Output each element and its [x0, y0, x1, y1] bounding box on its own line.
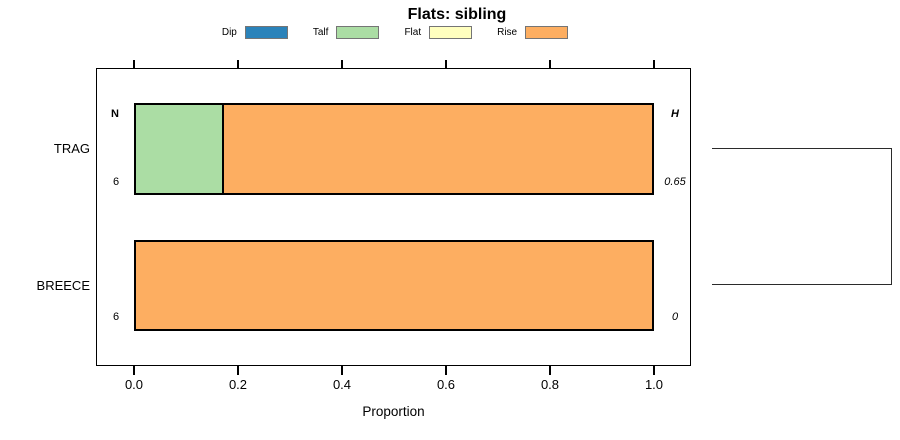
x-tick-label: 0.6	[436, 377, 456, 392]
legend-label-rise: Rise	[497, 27, 518, 38]
breece-h-value: 0	[671, 311, 679, 323]
bar-breece	[134, 240, 654, 331]
legend-swatch-flat	[429, 26, 473, 39]
x-tick-label: 0.2	[228, 377, 248, 392]
legend-label-flat: Flat	[404, 27, 422, 38]
dendrogram-joint	[891, 148, 893, 285]
chart-title: Flats: sibling	[407, 6, 507, 23]
x-tick-top	[653, 60, 655, 68]
dendrogram-branch-trag	[712, 148, 892, 150]
x-tick-bottom	[549, 366, 551, 375]
x-tick-top	[133, 60, 135, 68]
x-tick-label: 0.4	[332, 377, 352, 392]
legend-item-flat: Flat	[404, 26, 473, 39]
bar-segment-talf	[136, 105, 223, 193]
legend-item-talf: Talf	[313, 26, 380, 39]
trag-n-value: 6	[112, 176, 120, 188]
legend-swatch-dip	[244, 26, 288, 39]
breece-n-value: 6	[112, 311, 120, 323]
x-tick-top	[237, 60, 239, 68]
bar-trag	[134, 103, 654, 195]
x-tick-label: 0.8	[540, 377, 560, 392]
legend-label-talf: Talf	[312, 27, 329, 38]
x-tick-bottom	[445, 366, 447, 375]
n-column-header: N	[111, 108, 119, 120]
x-tick-label: 1.0	[644, 377, 664, 392]
x-tick-label: 0.0	[124, 377, 144, 392]
h-column-header: H	[671, 108, 679, 120]
legend-swatch-talf	[336, 26, 380, 39]
x-tick-bottom	[653, 366, 655, 375]
x-tick-top	[445, 60, 447, 68]
legend-item-rise: Rise	[497, 26, 569, 39]
trag-h-value: 0.65	[664, 176, 686, 188]
x-axis-title: Proportion	[362, 404, 425, 419]
x-tick-top	[549, 60, 551, 68]
x-tick-top	[341, 60, 343, 68]
bar-segment-rise	[222, 105, 652, 193]
dendrogram-branch-breece	[712, 284, 892, 286]
x-tick-bottom	[341, 366, 343, 375]
row-label-breece: BREECE	[36, 278, 90, 293]
legend-label-dip: Dip	[221, 27, 237, 38]
x-tick-bottom	[237, 366, 239, 375]
x-tick-bottom	[133, 366, 135, 375]
bar-segment-rise	[136, 242, 652, 329]
legend-swatch-rise	[525, 26, 569, 39]
legend-item-dip: Dip	[222, 26, 288, 39]
legend: Dip Talf Flat Rise	[0, 24, 790, 41]
row-label-trag: TRAG	[53, 141, 90, 156]
